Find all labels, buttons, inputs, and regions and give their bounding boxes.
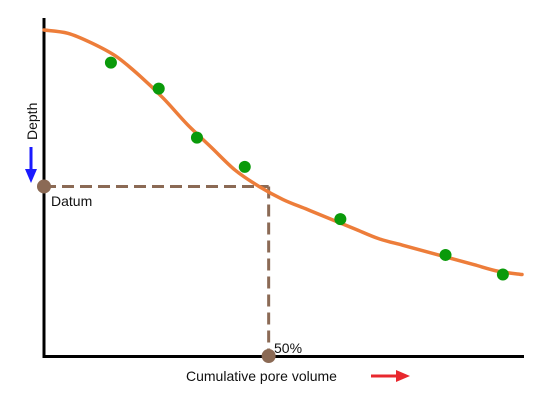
y-axis-label: Depth: [24, 103, 40, 140]
fitted-curve: [42, 28, 524, 277]
data-point: [190, 131, 203, 144]
midpoint-marker: [261, 349, 276, 363]
data-point: [334, 213, 347, 226]
data-point: [238, 160, 251, 173]
data-point: [152, 82, 165, 95]
data-point: [496, 268, 509, 281]
guide-lines: [44, 184, 271, 356]
midpoint-label: 50%: [274, 340, 302, 356]
volume-arrow-icon: [371, 370, 410, 382]
axes: [42, 18, 524, 358]
x-axis-label: Cumulative pore volume: [186, 368, 337, 384]
data-points-layer: [104, 56, 509, 281]
data-point: [104, 56, 117, 69]
datum-label: Datum: [51, 193, 92, 209]
datum-marker: [37, 179, 51, 194]
fitted-curve-layer: [42, 28, 524, 277]
data-point: [439, 248, 452, 261]
depth-arrow-icon: [25, 147, 37, 183]
marker-layer: [37, 179, 276, 363]
